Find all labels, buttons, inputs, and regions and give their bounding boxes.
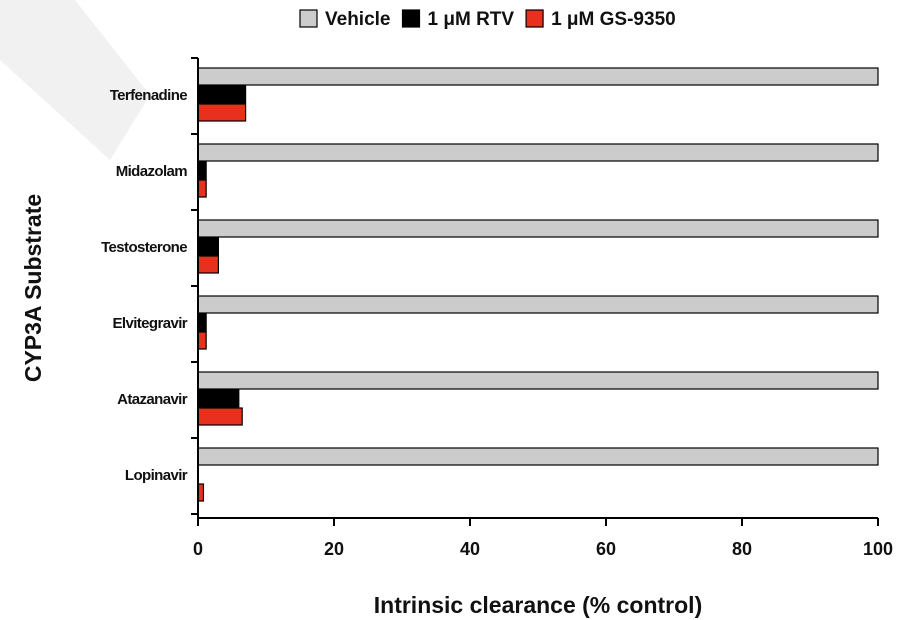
legend: Vehicle 1 μM RTV 1 μM GS-9350 [299, 9, 676, 30]
bar-testosterone-series-2 [197, 255, 219, 274]
labels-group: 0 20 40 60 80 100 Terfenadine Midazolam Testoste… [101, 87, 893, 559]
bar-testosterone-series-1 [197, 237, 219, 256]
x-tick-label: 80 [732, 539, 752, 559]
x-tick-label: 0 [193, 539, 203, 559]
axes-group [191, 57, 879, 526]
legend-swatch [525, 9, 544, 28]
legend-label: 1 μM GS-9350 [551, 9, 676, 30]
bar-terfenadine-series-2 [197, 103, 247, 122]
bar-midazolam-series-1 [197, 161, 207, 180]
x-tick-label: 60 [596, 539, 616, 559]
bar-atazanavir-series-1 [197, 389, 240, 408]
category-label: Midazolam [116, 163, 188, 180]
x-tick-label: 20 [324, 539, 344, 559]
bar-lopinavir-series-0 [197, 447, 879, 466]
bar-terfenadine-series-0 [197, 67, 879, 86]
category-label: Elvitegravir [112, 315, 187, 332]
bar-elvitegravir-series-2 [197, 331, 207, 350]
x-axis-title: Intrinsic clearance (% control) [374, 592, 702, 618]
x-tick-label: 40 [460, 539, 480, 559]
bar-elvitegravir-series-1 [197, 313, 207, 332]
legend-label: Vehicle [325, 9, 391, 30]
bars-group [197, 67, 879, 502]
category-label: Testosterone [101, 239, 187, 256]
bar-midazolam-series-2 [197, 179, 207, 198]
x-tick-label: 100 [863, 539, 893, 559]
legend-swatch [299, 9, 318, 28]
bar-atazanavir-series-2 [197, 407, 243, 426]
category-label: Terfenadine [110, 87, 188, 104]
bar-midazolam-series-0 [197, 143, 879, 162]
bar-terfenadine-series-1 [197, 85, 247, 104]
legend-swatch [401, 9, 421, 28]
category-label: Atazanavir [117, 391, 188, 408]
legend-label: 1 μM RTV [428, 9, 515, 30]
bar-testosterone-series-0 [197, 219, 879, 238]
bar-atazanavir-series-0 [197, 371, 879, 390]
y-axis-title: CYP3A Substrate [20, 194, 46, 382]
category-label: Lopinavir [125, 467, 188, 484]
bar-elvitegravir-series-0 [197, 295, 879, 314]
